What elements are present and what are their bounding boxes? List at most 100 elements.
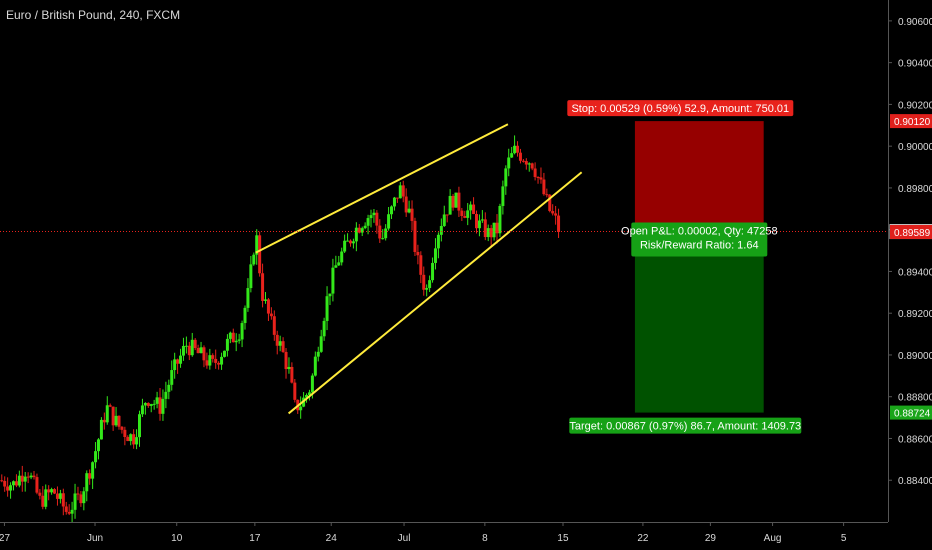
y-tick-label: 0.88400 [898,476,932,487]
candle-body [231,332,235,343]
candle-body [486,228,490,238]
stop-label-bg [567,100,794,117]
candle-body [61,493,65,507]
candle-body [530,163,534,169]
stop-zone[interactable] [634,121,764,232]
candle-body [384,228,388,239]
candle-body [343,240,347,252]
price-tag-label: 0.88724 [894,409,931,420]
candle-body [281,341,285,352]
candle-body [9,485,13,491]
candle-body [322,320,326,337]
wedge-upper-trendline[interactable] [255,123,509,254]
candle-body [381,238,385,240]
wedge-lower-trendline[interactable] [287,171,583,415]
candle-body [143,402,147,406]
candle-body [249,264,253,289]
candle-body [217,362,221,365]
candle-body [305,394,309,398]
candle-body [548,194,552,212]
candle-body [518,152,522,161]
candle-body [392,197,396,207]
candle-body [3,480,7,487]
candle-body [290,366,294,383]
candle-body [187,345,191,356]
target-zone[interactable] [634,231,764,413]
candle-body [331,267,335,294]
candle-body [126,437,130,442]
candle-body [451,195,455,208]
candle-body [337,262,341,266]
candle-body [442,214,446,227]
candle-body [369,215,373,219]
candle-body [23,476,27,482]
candle-body [264,299,268,301]
candle-body [135,437,139,445]
candle-body [0,480,4,482]
candle-body [554,213,558,216]
candle-body [138,414,142,438]
x-tick-label: Jun [87,533,103,544]
candle-body [319,336,323,352]
candle-body [164,391,168,399]
candle-body [202,347,206,361]
candle-body [375,212,379,226]
y-tick-label: 0.89400 [898,267,932,278]
candle-body [483,219,487,238]
target-label: Target: 0.00867 (0.97%) 86.7, Amount: 14… [569,421,801,433]
candle-body [407,208,411,213]
candle-body [228,332,232,339]
y-tick-label: 0.89800 [898,184,932,195]
candle-body [351,241,355,244]
candle-body [53,489,57,494]
candle-body [346,240,350,242]
candle-body [161,398,165,414]
price-tag-label: 0.90120 [894,117,931,128]
candle-body [328,293,332,297]
candle-body [220,356,224,365]
candle-body [88,473,92,479]
candle-body [433,248,437,263]
candle-body [252,254,256,265]
x-tick-label: 10 [171,533,183,544]
candle-body [240,323,244,340]
candle-body [20,475,24,482]
candle-body [428,280,432,289]
target-label-bg [569,417,802,434]
pnl-box [631,222,768,257]
candle-body [557,215,561,232]
candle-body [448,195,452,215]
candle-body [539,177,543,180]
candle-body [469,204,473,211]
price-axis-bg [888,0,932,550]
candle-body [132,434,136,445]
candle-body [246,288,250,308]
candle-body [363,225,367,229]
candle-body [170,370,174,385]
candle-body [190,339,194,356]
candle-body [551,211,555,214]
candle-body [123,429,127,438]
candle-body [225,338,229,351]
candle-body [445,214,449,216]
candle-body [398,185,402,199]
candle-body [193,339,197,349]
candle-body [436,234,440,249]
candle-body [6,486,10,491]
candle-body [492,222,496,238]
candle-body [536,176,540,178]
price-tag-bg [890,114,932,129]
y-tick-label: 0.90600 [898,17,932,28]
candle-body [307,392,311,395]
candle-body [111,406,115,426]
candle-body [258,235,262,274]
candle-body [504,168,508,187]
candle-body [199,347,203,354]
candle-body [533,168,537,177]
candle-body [255,235,259,255]
candle-body [222,350,226,357]
candle-body [82,491,86,504]
candle-body [146,402,150,406]
candle-body [167,384,171,392]
